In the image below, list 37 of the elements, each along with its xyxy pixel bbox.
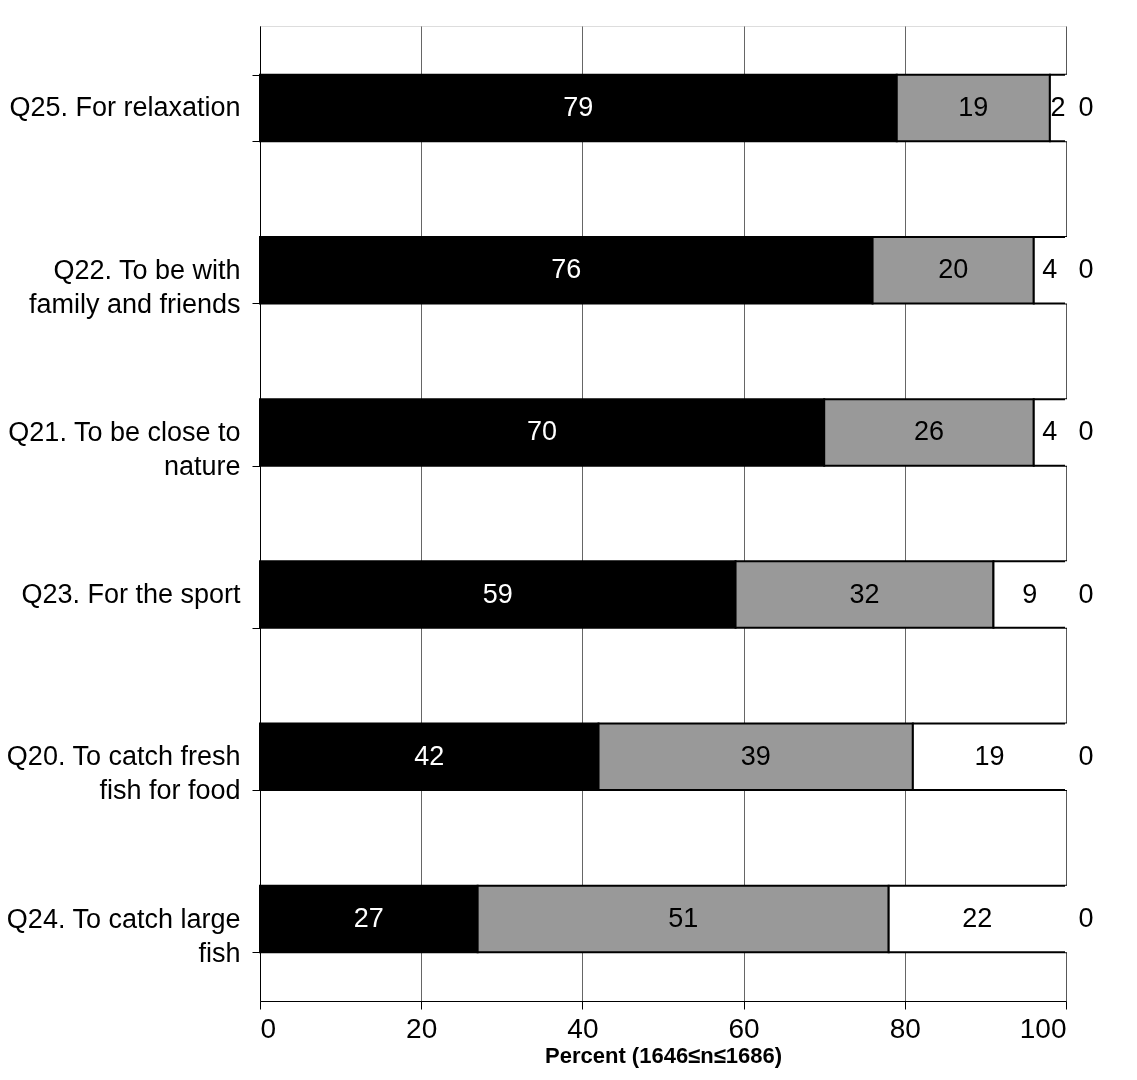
x-axis-title: Percent (1646≤n≤1686) <box>545 1042 782 1068</box>
data-label: 0 <box>1078 91 1094 122</box>
data-label: 42 <box>414 740 445 771</box>
y-tick-label: Q22. To be with family and friends <box>28 254 241 319</box>
data-label: 79 <box>563 91 594 122</box>
data-label: 0 <box>1078 740 1094 771</box>
data-label: 0 <box>1078 903 1094 934</box>
data-label: 26 <box>913 416 944 447</box>
data-label: 9 <box>1022 578 1038 609</box>
data-label: 51 <box>668 903 699 934</box>
data-label: 59 <box>482 578 513 609</box>
x-tick-label: 40 <box>567 1012 599 1044</box>
data-label: 0 <box>1078 254 1094 285</box>
data-label: 0 <box>1078 578 1094 609</box>
data-label: 2 <box>1050 91 1066 122</box>
x-tick-label: 0 <box>260 1012 277 1044</box>
y-tick-label: Q20. To catch fresh fish for food <box>6 741 241 806</box>
data-label: 39 <box>740 740 771 771</box>
data-label: 19 <box>974 740 1005 771</box>
y-tick-label: Q23. For the sport <box>21 579 241 610</box>
data-label: 0 <box>1078 416 1094 447</box>
x-tick-label: 20 <box>406 1012 438 1044</box>
data-label: 27 <box>353 903 384 934</box>
data-label: 4 <box>1042 416 1058 447</box>
data-label: 20 <box>938 254 969 285</box>
y-tick-label: Q21. To be close to nature <box>8 416 241 481</box>
x-tick-label: 60 <box>728 1012 760 1044</box>
data-label: 19 <box>958 91 989 122</box>
data-label: 76 <box>551 254 582 285</box>
data-label: 70 <box>527 416 558 447</box>
data-label: 4 <box>1042 254 1058 285</box>
x-tick-label: 80 <box>889 1012 921 1044</box>
y-tick-label: Q24. To catch large fish <box>6 903 241 968</box>
data-label: 22 <box>962 903 993 934</box>
data-label: 32 <box>849 578 880 609</box>
x-tick-label: 100 <box>1019 1012 1067 1044</box>
y-tick-label: Q25. For relaxation <box>9 92 241 123</box>
